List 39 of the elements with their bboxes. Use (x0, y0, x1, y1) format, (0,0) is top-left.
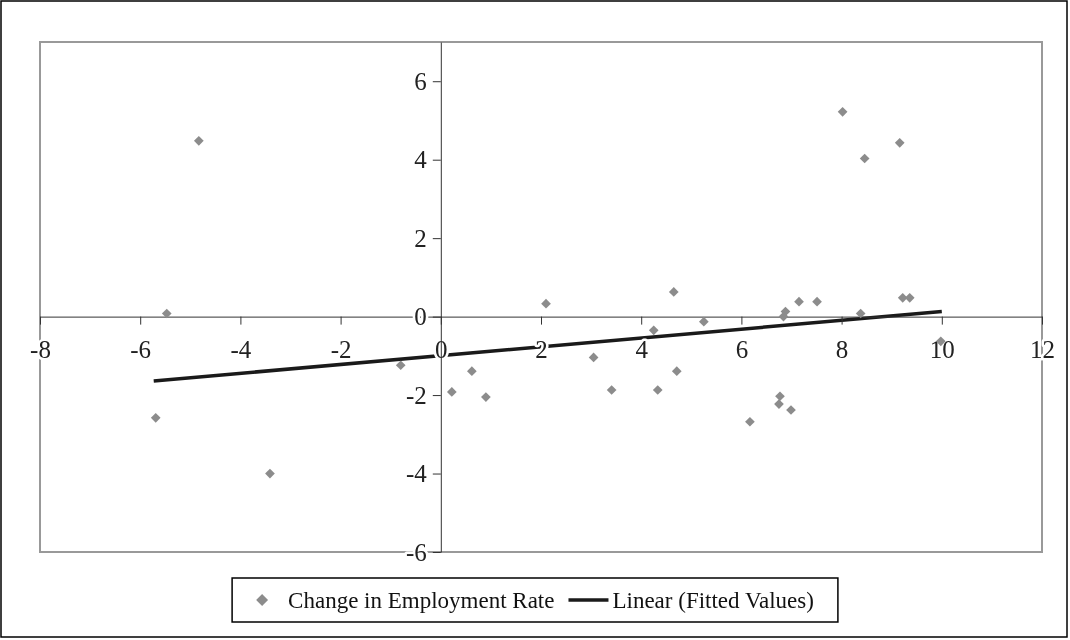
x-tick-label: 10 (929, 336, 955, 364)
y-tick-label: -2 (405, 381, 427, 409)
x-tick-label: 6 (735, 336, 749, 364)
point (446, 387, 457, 397)
x-tick-label: -2 (330, 336, 352, 364)
y-tick-label: 2 (414, 224, 427, 252)
point (606, 385, 617, 395)
point (855, 308, 866, 319)
point (588, 352, 599, 363)
point (193, 136, 204, 146)
y-tick-label: 6 (414, 67, 427, 95)
point (745, 416, 755, 427)
x-tick-label: 4 (635, 336, 649, 364)
x-tick-label: -8 (30, 336, 51, 364)
point (395, 360, 406, 371)
legend-label: Change in Employment Rate (288, 588, 555, 613)
y-tick-label: 4 (414, 146, 428, 174)
x-tick-label: 8 (835, 336, 849, 364)
point (265, 468, 275, 479)
x-tick-label: 12 (1030, 336, 1055, 364)
point (794, 296, 804, 307)
point (812, 296, 822, 307)
point (161, 308, 172, 319)
point (541, 298, 551, 309)
point (671, 366, 682, 376)
y-tick-label: -6 (405, 538, 427, 566)
point (894, 137, 905, 148)
point (467, 366, 477, 376)
point (837, 106, 848, 117)
x-tick-label: -4 (230, 336, 252, 364)
y-tick-label: -4 (405, 460, 428, 488)
point (698, 316, 709, 327)
point (668, 287, 679, 297)
x-tick-label: -6 (130, 336, 152, 364)
point (150, 412, 161, 423)
point (652, 385, 663, 395)
point (648, 325, 659, 336)
legend-label: Linear (Fitted Values) (612, 588, 814, 613)
point (775, 391, 785, 402)
